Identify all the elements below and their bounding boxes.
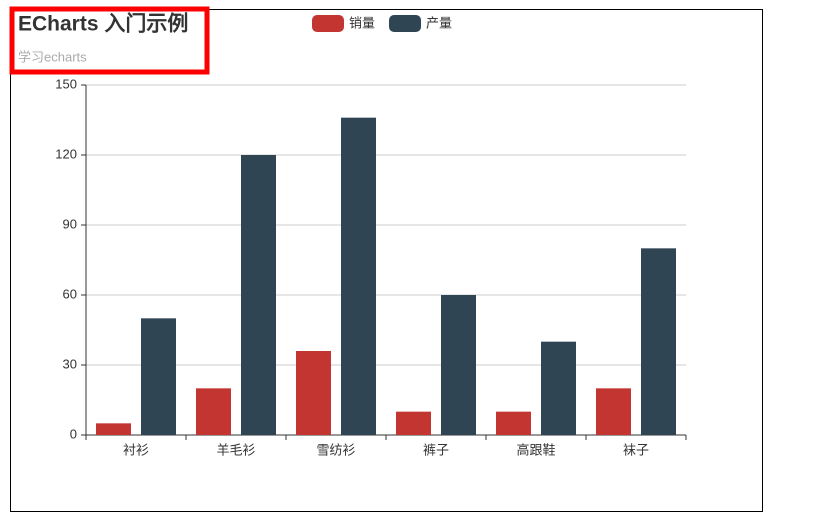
x-tick-label: 裤子 — [423, 442, 449, 457]
bar — [341, 117, 376, 436]
y-tick-label: 120 — [55, 146, 77, 161]
bar — [96, 423, 131, 435]
y-tick-label: 30 — [63, 356, 77, 371]
bar — [141, 318, 176, 435]
x-tick-label: 高跟鞋 — [516, 442, 555, 457]
chart-title: ECharts 入门示例 — [18, 12, 188, 36]
x-tick-label: 雪纺衫 — [316, 442, 355, 457]
chart-subtitle: 学习echarts — [18, 49, 87, 64]
legend-swatch[interactable] — [389, 15, 422, 32]
bar — [541, 341, 576, 435]
x-tick-label: 羊毛衫 — [216, 442, 255, 457]
x-tick-label: 衬衫 — [123, 442, 149, 457]
y-tick-label: 60 — [63, 286, 77, 301]
bar — [196, 388, 231, 435]
highlight-box — [9, 6, 210, 75]
legend-label[interactable]: 产量 — [426, 15, 452, 30]
legend-label[interactable]: 销量 — [349, 15, 375, 30]
bar — [396, 411, 431, 435]
y-tick-label: 150 — [55, 76, 77, 91]
bar — [296, 351, 331, 435]
x-tick-label: 袜子 — [623, 442, 649, 457]
y-tick-label: 0 — [70, 426, 77, 441]
bar — [596, 388, 631, 435]
legend-swatch[interactable] — [312, 15, 344, 32]
bar — [641, 248, 676, 435]
bar — [441, 295, 476, 435]
y-tick-label: 90 — [63, 216, 77, 231]
bar — [496, 411, 531, 435]
bar — [241, 155, 276, 435]
chart-border — [10, 9, 763, 512]
